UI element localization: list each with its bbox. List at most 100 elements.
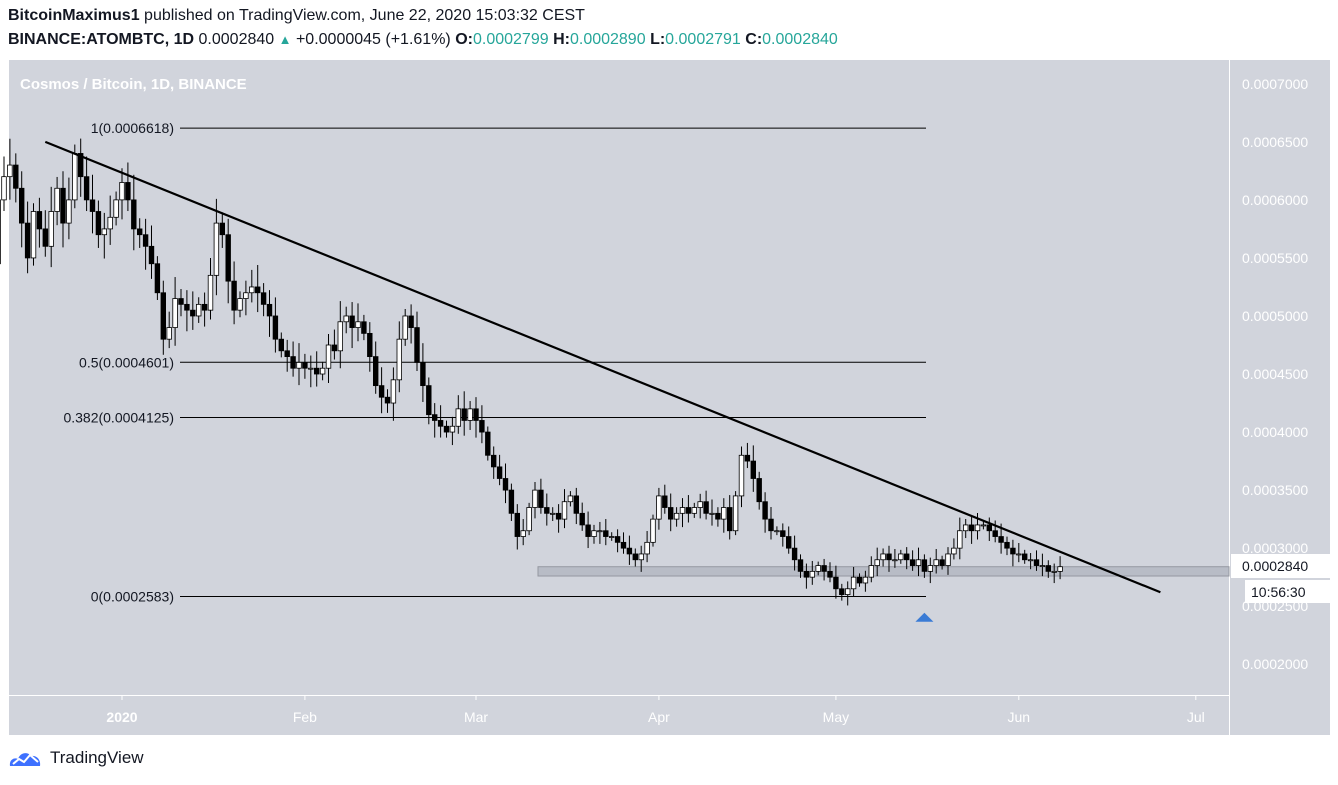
candle-body	[868, 565, 874, 578]
candle-body	[579, 512, 585, 526]
candle-body	[207, 274, 214, 311]
candle-body	[668, 507, 674, 520]
candle-body	[1051, 570, 1057, 573]
candle	[986, 517, 992, 541]
candle	[402, 309, 408, 346]
candle	[272, 297, 279, 353]
candle	[455, 395, 461, 434]
candle	[83, 156, 90, 212]
candle	[957, 517, 963, 560]
candle	[54, 176, 60, 226]
candle	[408, 304, 414, 344]
candle	[915, 547, 922, 577]
candle	[113, 191, 119, 226]
candle-body	[561, 501, 568, 520]
candle-body	[980, 524, 987, 527]
candle-body	[909, 559, 916, 566]
candle-body	[662, 495, 668, 508]
candle	[325, 333, 332, 384]
candle-body	[898, 553, 904, 561]
candle	[308, 355, 314, 388]
candle	[426, 377, 432, 425]
candle	[154, 256, 161, 300]
candle-body	[921, 559, 928, 572]
candle-body	[538, 489, 544, 508]
fib-levels-layer: 1(0.0006618) 0.5(0.0004601) 0.382(0.000412…	[63, 120, 926, 605]
candle-body	[691, 507, 697, 514]
candle	[331, 329, 338, 360]
candle	[7, 138, 13, 200]
candle	[945, 547, 951, 575]
candle	[290, 341, 296, 377]
candle	[815, 561, 821, 576]
author-name[interactable]: BitcoinMaximus1	[8, 7, 140, 24]
candle	[449, 416, 456, 446]
candle	[443, 420, 450, 438]
high-label: H:	[553, 31, 570, 48]
candle-body	[850, 576, 857, 590]
candle	[845, 581, 851, 606]
candle-body	[886, 553, 892, 561]
y-tick-label: 0.0003000	[1242, 540, 1308, 556]
candle	[431, 403, 438, 438]
candle-body	[1010, 547, 1016, 555]
candle-body	[644, 541, 650, 555]
candle	[827, 562, 833, 583]
candle	[856, 573, 863, 587]
candle-body	[597, 530, 603, 533]
candle	[839, 583, 845, 601]
candle-body	[343, 315, 349, 323]
candle-body	[13, 164, 19, 189]
plot-background	[9, 60, 1229, 695]
candle-body	[107, 216, 113, 230]
candle-body	[113, 199, 119, 218]
publisher-line: BitcoinMaximus1 published on TradingView…	[8, 7, 585, 25]
candle	[13, 153, 19, 203]
candle-body	[296, 362, 302, 369]
candle-body	[1004, 541, 1010, 549]
candle-body	[160, 292, 166, 340]
candle-body	[272, 315, 279, 340]
candle-body	[744, 454, 751, 462]
candle	[107, 195, 113, 245]
candle	[520, 519, 526, 546]
candle	[679, 498, 686, 528]
candle	[697, 493, 703, 519]
candle	[125, 162, 131, 212]
candle	[561, 489, 568, 529]
candle-body	[178, 298, 184, 305]
candle	[927, 557, 933, 584]
price-label-text: 0.0002840	[1242, 558, 1308, 574]
candle-body	[290, 356, 296, 369]
candles-layer	[0, 138, 1063, 606]
candle-body	[856, 576, 863, 584]
candle-body	[142, 234, 149, 247]
candle	[1, 156, 7, 212]
candle	[738, 446, 745, 508]
candle	[673, 507, 680, 527]
candle	[302, 353, 308, 379]
candle-body	[915, 559, 922, 566]
candle	[992, 520, 998, 543]
high-value: 0.0002890	[569, 31, 646, 48]
symbol-label: BINANCE:ATOMBTC, 1D	[8, 31, 195, 48]
candle	[526, 502, 532, 536]
candle	[732, 491, 739, 536]
candle	[904, 547, 910, 570]
candle-body	[998, 536, 1004, 543]
candle	[1039, 553, 1046, 577]
candle	[874, 547, 880, 577]
footer-brand[interactable]: TradingView	[8, 747, 144, 769]
candle-body	[992, 530, 998, 537]
candle	[762, 492, 768, 533]
candle-body	[555, 512, 562, 520]
candle	[614, 529, 621, 553]
candle-body	[148, 245, 155, 265]
candle-body	[48, 211, 54, 247]
candle	[278, 332, 284, 358]
candle-body	[862, 576, 869, 584]
chart-title: Cosmos / Bitcoin, 1D, BINANCE	[20, 76, 247, 93]
candle	[638, 545, 644, 572]
candle	[892, 548, 898, 568]
